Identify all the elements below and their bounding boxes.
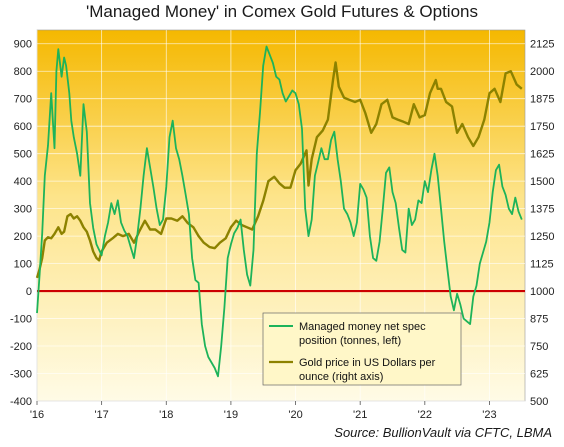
left-tick-label: 700	[14, 94, 32, 106]
x-axis: '16 '17 '18 '19 '20 '21 '22 '23	[30, 401, 497, 421]
left-axis: -400 -300 -200 -100 0 100 200 300 400 500 600 700 80…	[10, 39, 32, 408]
left-tick-label: 800	[14, 66, 32, 78]
right-tick-label: 500	[530, 396, 548, 408]
series-layer	[35, 45, 523, 378]
left-tick-label: -400	[10, 396, 32, 408]
source-note: Source: BullionVault via CFTC, LBMA	[334, 425, 552, 440]
right-tick-label: 2125	[530, 39, 554, 51]
chart-title: 'Managed Money' in Comex Gold Futures & …	[85, 2, 478, 21]
right-tick-label: 1250	[530, 231, 554, 243]
right-tick-label: 1500	[530, 176, 554, 188]
x-tick-label: '23	[482, 409, 496, 421]
x-tick-label: '22	[418, 409, 432, 421]
x-tick-label: '16	[30, 409, 44, 421]
left-tick-label: 400	[14, 176, 32, 188]
right-tick-label: 2000	[530, 66, 554, 78]
left-tick-label: 300	[14, 204, 32, 216]
legend-box	[262, 312, 462, 386]
right-tick-label: 1625	[530, 149, 554, 161]
series-managed-money	[36, 45, 523, 378]
x-tick-label: '17	[94, 409, 108, 421]
series-gold-price	[35, 61, 523, 279]
left-tick-label: -300	[10, 369, 32, 381]
right-axis: 500 625 750 875 1000 1125 1250 1375 1500 1625 1750…	[530, 39, 554, 408]
right-tick-label: 1875	[530, 94, 554, 106]
left-tick-label: 0	[26, 286, 32, 298]
left-tick-label: 900	[14, 39, 32, 51]
right-tick-label: 1375	[530, 204, 554, 216]
right-tick-label: 875	[530, 314, 548, 326]
x-tick-label: '21	[353, 409, 367, 421]
right-tick-label: 1750	[530, 121, 554, 133]
left-tick-label: 600	[14, 121, 32, 133]
left-tick-label: -100	[10, 314, 32, 326]
right-tick-label: 750	[530, 341, 548, 353]
right-tick-label: 1125	[530, 259, 554, 271]
x-tick-label: '20	[288, 409, 302, 421]
left-tick-label: 500	[14, 149, 32, 161]
x-tick-label: '18	[159, 409, 173, 421]
left-tick-label: 200	[14, 231, 32, 243]
left-tick-label: -200	[10, 341, 32, 353]
x-tick-label: '19	[224, 409, 238, 421]
legend: Managed money net spec position (tonnes,…	[262, 312, 462, 386]
legend-label-managed-money: Managed money net spec position (tonnes,…	[299, 321, 429, 347]
legend-label-gold-price: Gold price in US Dollars per ounce (righ…	[299, 357, 438, 383]
right-tick-label: 625	[530, 369, 548, 381]
right-tick-label: 1000	[530, 286, 554, 298]
left-tick-label: 100	[14, 259, 32, 271]
